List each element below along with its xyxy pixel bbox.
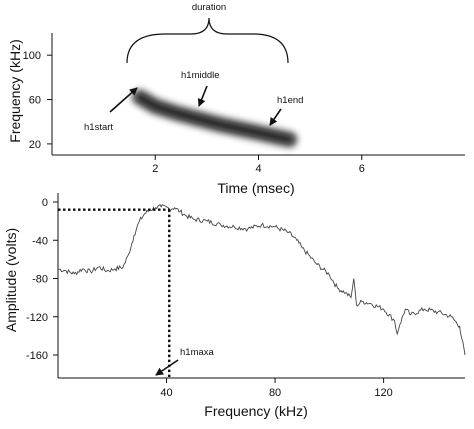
spectrogram-y-ticks: 20 60 100 <box>23 50 52 151</box>
spectrum-y-tick-label: -160 <box>26 350 48 362</box>
h1middle-label: h1middle <box>181 70 220 81</box>
spectrum-y-tick-label: -120 <box>26 312 48 324</box>
spectrum-x-title: Frequency (kHz) <box>204 403 307 419</box>
spectrogram-x-tick-label: 4 <box>255 163 261 175</box>
spectrogram-x-tick-label: 6 <box>359 163 365 175</box>
h1maxa-arrow <box>155 359 179 376</box>
h1end-arrow <box>269 108 282 126</box>
h1start-label: h1start <box>84 122 113 133</box>
spectrogram-y-tick-label: 20 <box>29 139 41 151</box>
h1start-arrow <box>109 87 138 113</box>
duration-label: duration <box>192 2 226 13</box>
duration-brace <box>126 17 289 64</box>
spectrogram-x-ticks: 2 4 6 <box>152 155 365 175</box>
spectrum-x-tick-label: 120 <box>374 387 392 399</box>
call-trace <box>131 88 298 148</box>
spectrogram-y-title: Frequency (kHz) <box>7 39 23 142</box>
spectrogram-x-tick-label: 2 <box>152 163 158 175</box>
spectrogram-x-title: Time (msec) <box>217 180 294 196</box>
h1end-label: h1end <box>277 95 303 106</box>
spectrum-y-ticks: 0 -40 -80 -120 -160 <box>26 197 58 362</box>
call-trace-core <box>135 93 294 144</box>
spectrum-x-tick-label: 40 <box>160 387 172 399</box>
h1maxa-label: h1maxa <box>180 347 215 358</box>
spectrum-y-tick-label: -80 <box>32 274 48 286</box>
spectrum-y-tick-label: -40 <box>32 235 48 247</box>
spectrum-panel: 0 -40 -80 -120 -160 40 80 120 Amplitude (volts… <box>3 193 466 419</box>
amplitude-series-line <box>57 204 466 356</box>
spectrogram-y-tick-label: 60 <box>29 95 41 107</box>
h1middle-arrow <box>197 85 208 107</box>
spectrum-x-tick-label: 80 <box>269 387 281 399</box>
spectrogram-y-tick-label: 100 <box>23 50 41 62</box>
spectrum-x-ticks: 40 80 120 <box>160 378 393 399</box>
spectrum-y-title: Amplitude (volts) <box>3 228 19 332</box>
spectrum-y-tick-label: 0 <box>42 197 48 209</box>
